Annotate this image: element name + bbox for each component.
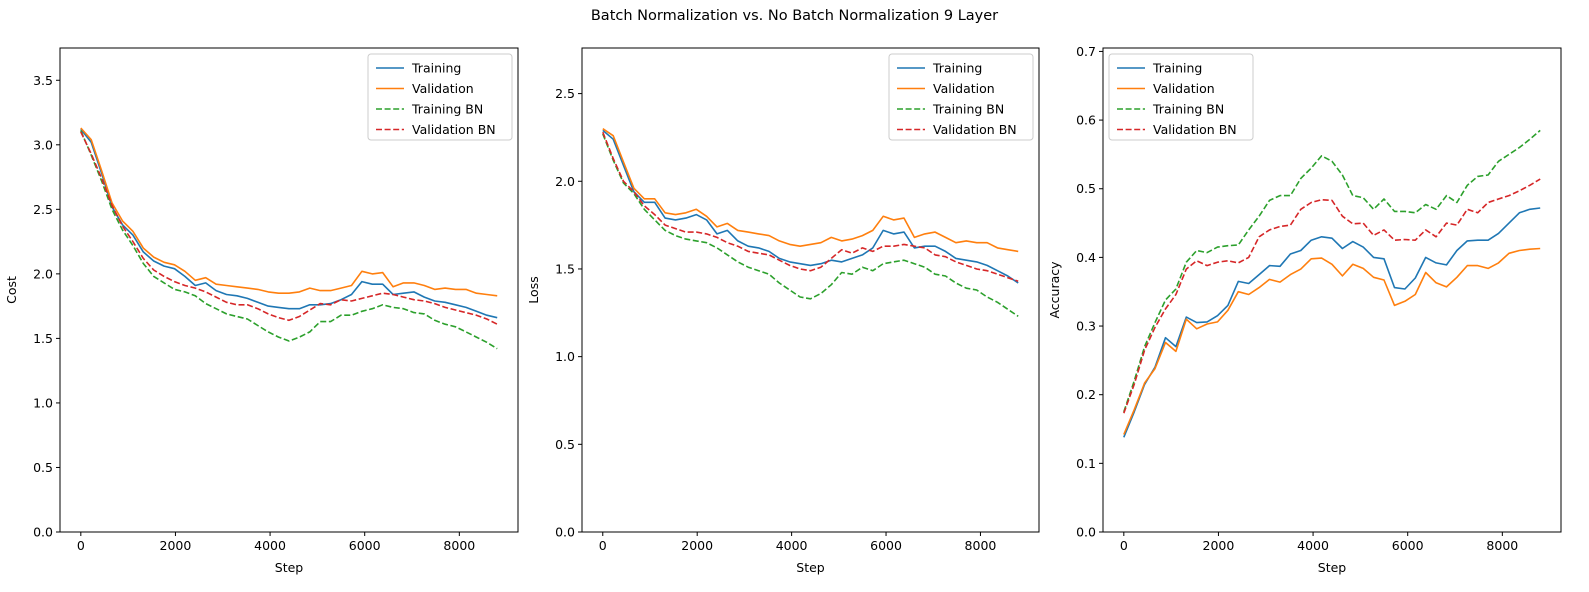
x-axis-label: Step [796, 560, 825, 575]
legend: Training Validation Training BN Validation … [888, 53, 1034, 141]
series-line-validation [80, 127, 498, 297]
y-tick-label: 3.5 [33, 73, 53, 88]
y-tick-label: 0.1 [1076, 456, 1096, 471]
series-line-validation-bn [1123, 178, 1541, 414]
y-tick-label: 1.0 [33, 395, 53, 410]
legend-label: Validation BN [1153, 122, 1237, 137]
plot-frame [59, 47, 519, 533]
series-line-training-bn [602, 133, 1019, 317]
y-tick-label: 0.4 [1076, 250, 1096, 265]
x-tick-label: 0 [599, 538, 607, 553]
y-tick-label: 1.5 [555, 261, 575, 276]
x-tick-label: 0 [1120, 538, 1128, 553]
legend: Training Validation Training BN Validation … [1108, 53, 1254, 141]
series-line-training-bn [80, 130, 498, 350]
y-tick-label: 2.0 [555, 174, 575, 189]
legend-box [1108, 53, 1254, 141]
series-line-training [80, 128, 498, 319]
chart-panel-3: 0 2000 4000 6000 8000 0.0 0.1 0.2 0.3 0.4 0.5 0.6 0.… [1047, 44, 1562, 575]
series-group [1123, 129, 1541, 438]
series-line-training [602, 129, 1019, 284]
y-tick-label: 0.5 [33, 460, 53, 475]
y-tick-label: 0.0 [33, 525, 53, 540]
y-tick-label: 0.5 [1076, 181, 1096, 196]
x-tick-label: 0 [77, 538, 85, 553]
y-tick-label: 1.5 [33, 331, 53, 346]
x-tick-label: 6000 [870, 538, 902, 553]
y-tick-label: 2.5 [555, 86, 575, 101]
x-tick-label: 4000 [776, 538, 808, 553]
series-line-training-bn [1123, 129, 1541, 413]
legend-label: Training BN [411, 102, 483, 117]
y-tick-label: 0.5 [555, 437, 575, 452]
y-tick-label: 2.5 [33, 202, 53, 217]
legend-label: Training [932, 61, 982, 76]
series-group [80, 127, 498, 350]
legend-label: Validation BN [412, 122, 496, 137]
x-tick-label: 6000 [1392, 538, 1424, 553]
x-tick-label: 2000 [681, 538, 713, 553]
legend-label: Validation [933, 81, 995, 96]
x-axis-label: Step [1318, 560, 1347, 575]
chart-panel-2: 0 2000 4000 6000 8000 0.0 0.5 1.0 1.5 2.0 2.5 Step L… [526, 47, 1040, 575]
x-tick-label: 8000 [443, 538, 475, 553]
plot-frame [1102, 47, 1562, 533]
legend-label: Training BN [1152, 102, 1224, 117]
series-line-validation [602, 128, 1019, 253]
y-tick-label: 3.0 [33, 137, 53, 152]
x-tick-label: 2000 [160, 538, 192, 553]
x-tick-label: 4000 [1297, 538, 1329, 553]
x-axis-label: Step [275, 560, 304, 575]
legend-box [888, 53, 1034, 141]
legend-label: Validation [1153, 81, 1215, 96]
y-tick-label: 0.0 [555, 525, 575, 540]
series-line-validation-bn [80, 131, 498, 325]
y-axis-label: Loss [526, 276, 541, 303]
y-tick-label: 0.0 [1076, 525, 1096, 540]
series-line-validation [1123, 247, 1541, 435]
y-tick-label: 0.7 [1076, 44, 1096, 59]
legend-label: Validation BN [933, 122, 1017, 137]
x-tick-label: 2000 [1203, 538, 1235, 553]
series-line-validation-bn [602, 131, 1019, 282]
chart-panel-1: 0 2000 4000 6000 8000 0.0 0.5 1.0 1.5 2.0 2.5 3.0 3.… [4, 47, 519, 575]
legend-label: Training [411, 61, 461, 76]
y-tick-label: 0.2 [1076, 387, 1096, 402]
legend-label: Training [1152, 61, 1202, 76]
y-tick-label: 0.6 [1076, 113, 1096, 128]
y-tick-label: 0.3 [1076, 319, 1096, 334]
x-tick-label: 4000 [254, 538, 286, 553]
series-group [602, 128, 1019, 317]
legend: Training Validation Training BN Validation … [367, 53, 513, 141]
y-axis-label: Accuracy [1047, 261, 1062, 319]
x-tick-label: 8000 [965, 538, 997, 553]
y-axis-label: Cost [4, 276, 19, 304]
x-tick-label: 6000 [349, 538, 381, 553]
y-tick-label: 2.0 [33, 266, 53, 281]
y-tick-label: 1.0 [555, 349, 575, 364]
x-tick-label: 8000 [1486, 538, 1518, 553]
legend-box [367, 53, 513, 141]
series-line-training [1123, 207, 1541, 438]
legend-label: Training BN [932, 102, 1004, 117]
legend-label: Validation [412, 81, 474, 96]
plot-frame [581, 47, 1040, 533]
figure-title: Batch Normalization vs. No Batch Normali… [590, 8, 999, 24]
